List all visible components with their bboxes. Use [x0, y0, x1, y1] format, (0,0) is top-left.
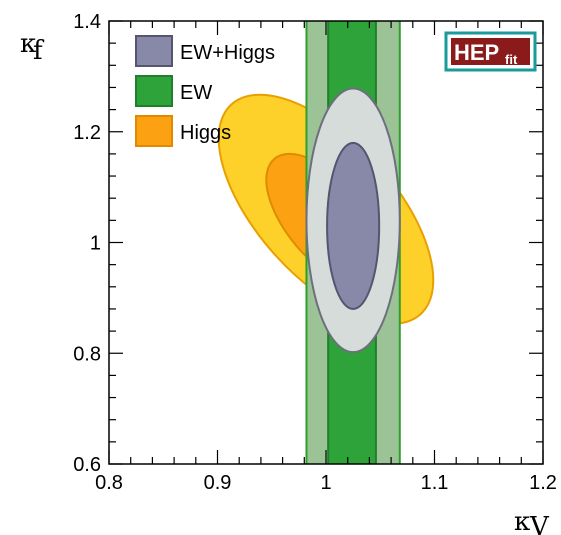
x-tick-label: 0.9 [204, 472, 232, 494]
legend-swatch [135, 35, 173, 67]
y-tick-label: 0.6 [73, 454, 101, 476]
legend-swatch [135, 115, 173, 147]
x-tick-label: 0.8 [95, 472, 123, 494]
legend: EW+Higgs EW Higgs [135, 35, 275, 147]
y-tick-label: 1.4 [73, 11, 101, 33]
tick-labels: 0.8 0.9 1 1.1 1.20.60.811.21.4 [73, 11, 557, 494]
confidence-regions [217, 21, 435, 464]
y-tick-label: 1.2 [73, 122, 101, 144]
legend-label: EW [180, 82, 212, 104]
legend-label: EW+Higgs [180, 42, 275, 64]
hepfit-logo: HEP fit [444, 31, 537, 72]
y-axis-title: κ [20, 29, 36, 59]
x-tick-label: 1.2 [529, 472, 557, 494]
x-tick-label: 1.1 [421, 472, 449, 494]
x-tick-label: 1 [320, 472, 331, 494]
x-axis-title: κ [514, 507, 530, 535]
legend-label: Higgs [180, 122, 231, 144]
legend-swatch [135, 75, 173, 107]
logo-main-text: HEP [454, 40, 499, 65]
x-axis-title-subscript: V [529, 512, 550, 535]
y-tick-label: 0.8 [73, 343, 101, 365]
y-axis-title-subscript: f [33, 36, 45, 66]
ew-higgs-inner-contour [326, 141, 381, 310]
logo-sub-text: fit [505, 52, 518, 67]
logo-background [451, 38, 530, 65]
y-tick-label: 1 [90, 233, 101, 255]
axis-ticks [108, 20, 544, 465]
